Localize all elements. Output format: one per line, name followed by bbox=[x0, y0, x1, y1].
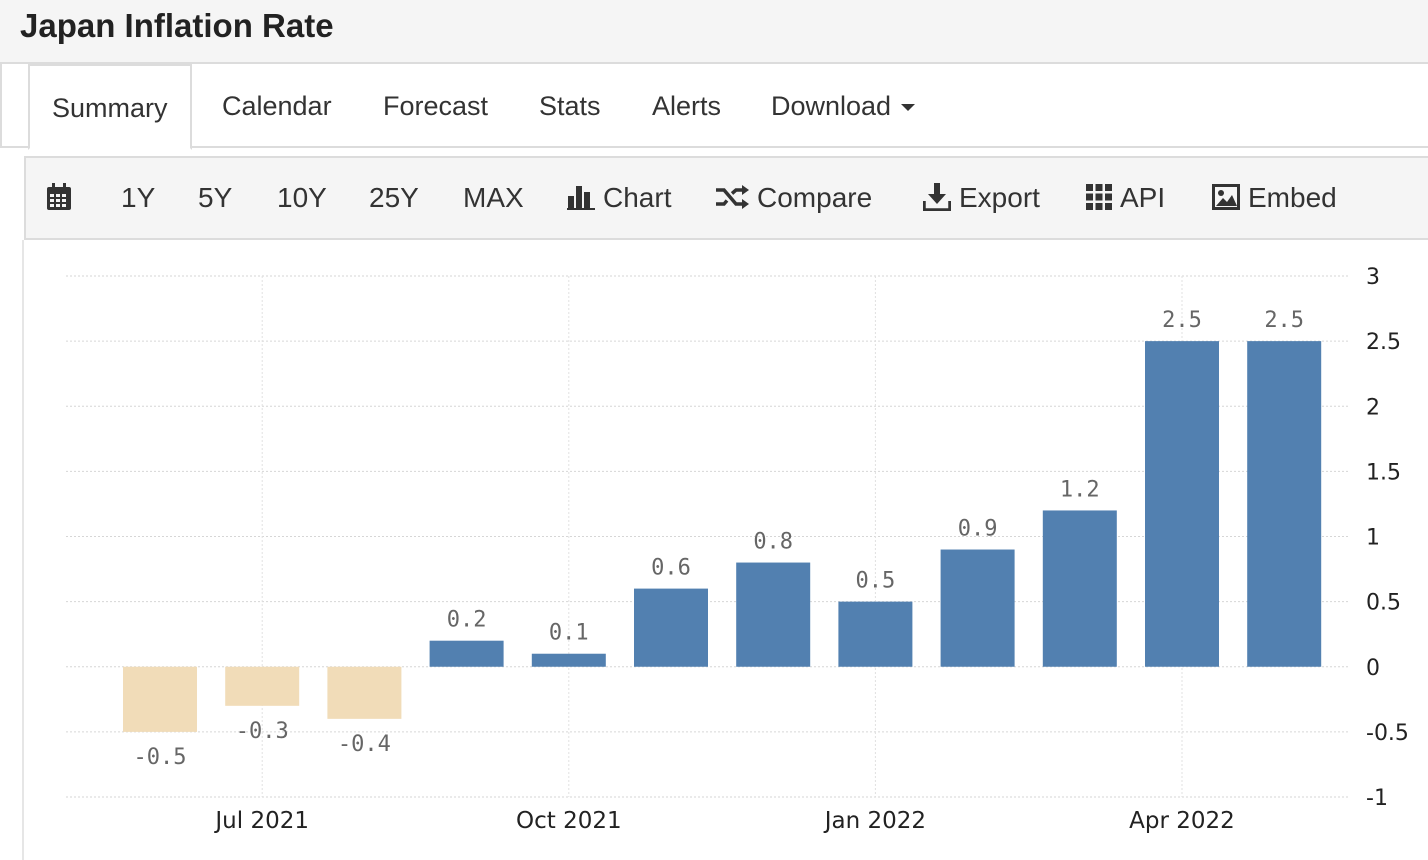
range-5y-button[interactable]: 5Y bbox=[198, 182, 233, 213]
chart-toolbar: 1Y 5Y 10Y 25Y MAX Chart Compare Export bbox=[24, 156, 1428, 240]
tab-calendar[interactable]: Calendar bbox=[222, 91, 332, 121]
bar[interactable] bbox=[225, 666, 300, 706]
bar[interactable] bbox=[531, 653, 606, 667]
compare-button[interactable]: Compare bbox=[715, 158, 872, 238]
tab-download-label: Download bbox=[771, 91, 892, 121]
y-tick-label: 3 bbox=[1366, 265, 1380, 290]
bar[interactable] bbox=[327, 666, 402, 719]
data-label: 1.2 bbox=[1060, 477, 1100, 502]
embed-button-label: Embed bbox=[1248, 182, 1337, 213]
chart-data-labels: -0.5 -0.3 -0.4 0.2 0.1 0.6 0.8 0.5 0.9 1.2 2.5 2.5 bbox=[134, 308, 1305, 770]
page-title: Japan Inflation Rate bbox=[20, 7, 334, 44]
y-tick-label: 0.5 bbox=[1366, 591, 1401, 616]
tab-stats[interactable]: Stats bbox=[539, 91, 601, 121]
export-button[interactable]: Export bbox=[922, 158, 1040, 238]
chart-type-button[interactable]: Chart bbox=[567, 158, 671, 238]
embed-button[interactable]: Embed bbox=[1212, 158, 1337, 238]
range-10y-button[interactable]: 10Y bbox=[277, 182, 327, 213]
chart-bars bbox=[123, 341, 1322, 732]
data-label: -0.4 bbox=[338, 732, 391, 757]
compare-button-label: Compare bbox=[757, 182, 873, 213]
inflation-bar-chart: -0.5-0.3-0.40.20.10.60.80.50.91.22.5 2.5 … bbox=[66, 265, 1409, 834]
tab-bar: Summary Calendar Forecast Stats Alerts D… bbox=[0, 64, 1428, 150]
chart-panel-border bbox=[22, 240, 24, 860]
range-25y-button[interactable]: 25Y bbox=[369, 182, 419, 213]
shuffle-icon bbox=[716, 184, 749, 209]
y-tick-label: 1 bbox=[1366, 526, 1380, 551]
y-tick-label: 1.5 bbox=[1366, 460, 1401, 485]
bar[interactable] bbox=[1247, 341, 1322, 667]
api-button[interactable]: API bbox=[1086, 158, 1165, 238]
bar[interactable] bbox=[634, 588, 708, 667]
y-axis: -1 -0.5 0 0.5 1 1.5 2 2.5 3 bbox=[1366, 265, 1409, 811]
bar[interactable] bbox=[429, 640, 504, 667]
chart-button-label: Chart bbox=[603, 182, 672, 213]
data-label: 0.5 bbox=[856, 569, 896, 594]
x-tick-label: Jul 2021 bbox=[213, 808, 309, 834]
data-label: 0.1 bbox=[549, 621, 589, 646]
caret-down-icon bbox=[901, 104, 916, 112]
x-tick-label: Jan 2022 bbox=[823, 808, 926, 834]
bar[interactable] bbox=[123, 666, 197, 732]
export-button-label: Export bbox=[959, 182, 1040, 213]
tab-download[interactable]: Download bbox=[771, 64, 916, 148]
data-label: 0.2 bbox=[447, 608, 487, 633]
api-button-label: API bbox=[1120, 182, 1166, 213]
range-max-button[interactable]: MAX bbox=[463, 182, 524, 213]
tab-summary[interactable]: Summary bbox=[28, 64, 192, 150]
y-tick-label: 2.5 bbox=[1366, 330, 1401, 355]
data-label: -0.5 bbox=[134, 745, 187, 770]
data-label: 2.5 bbox=[1264, 308, 1304, 333]
image-icon bbox=[1212, 183, 1240, 210]
bar[interactable] bbox=[838, 601, 913, 667]
data-label: 0.9 bbox=[958, 517, 998, 542]
tab-alerts[interactable]: Alerts bbox=[652, 91, 722, 121]
grid-icon bbox=[1086, 183, 1112, 210]
bar[interactable] bbox=[1042, 510, 1117, 667]
calendar-icon bbox=[47, 182, 71, 210]
tab-forecast[interactable]: Forecast bbox=[383, 91, 489, 121]
title-bar: Japan Inflation Rate bbox=[0, 0, 1428, 64]
download-icon bbox=[922, 182, 952, 212]
bar[interactable] bbox=[736, 562, 811, 667]
data-label: 2.5 bbox=[1162, 308, 1202, 333]
bar-chart-icon bbox=[567, 185, 595, 210]
x-tick-label: Apr 2022 bbox=[1129, 808, 1235, 834]
range-1y-button[interactable]: 1Y bbox=[121, 182, 156, 213]
x-axis: Jul 2021 Oct 2021 Jan 2022 Apr 2022 bbox=[213, 808, 1234, 834]
x-tick-label: Oct 2021 bbox=[516, 808, 622, 834]
data-label: -0.3 bbox=[236, 719, 289, 744]
y-tick-label: 2 bbox=[1366, 395, 1380, 420]
y-tick-label: 0 bbox=[1366, 656, 1380, 681]
bar[interactable] bbox=[940, 549, 1015, 667]
data-label: 0.8 bbox=[753, 530, 793, 555]
bar[interactable] bbox=[1145, 341, 1219, 667]
y-tick-label: -0.5 bbox=[1366, 721, 1409, 746]
data-label: 0.6 bbox=[651, 556, 691, 581]
date-range-button[interactable] bbox=[46, 158, 80, 238]
y-tick-label: -1 bbox=[1366, 786, 1388, 811]
